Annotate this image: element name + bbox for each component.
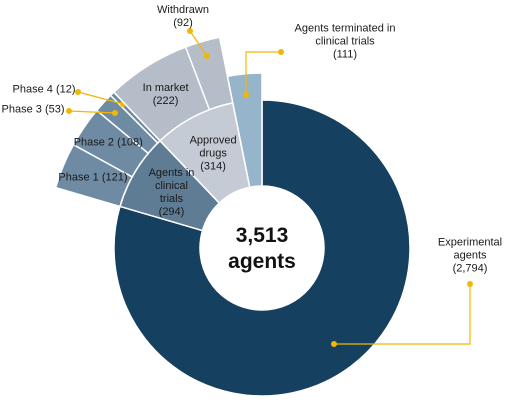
segment-label: Withdrawn (92)	[148, 4, 218, 30]
total-label: 3,513	[235, 224, 289, 247]
callout-dot	[467, 281, 473, 287]
segment-name: Agents terminated in clinical trials	[294, 22, 396, 48]
segment-name: Phase 2	[73, 136, 115, 149]
segment-label: Experimental agents (2,794)	[425, 237, 515, 276]
segment-value: (12)	[55, 83, 76, 96]
segment-label: Agents terminated in clinical trials (11…	[280, 23, 410, 62]
segment-name: Phase 1	[58, 171, 99, 184]
segment-value: (294)	[158, 205, 185, 218]
segment-name: Approved drugs	[189, 134, 237, 160]
segment-label: Agents in clinical trials (294)	[143, 167, 201, 219]
segment-name: Withdrawn	[157, 4, 209, 16]
segment-label: Phase 3 (53)	[2, 104, 65, 117]
callout-line	[245, 51, 281, 95]
segment-name: In market	[142, 81, 189, 94]
segment-label: Phase 4 (12)	[13, 84, 76, 97]
segment-value: (222)	[152, 94, 179, 107]
callout-line	[77, 91, 124, 105]
callout-line	[189, 30, 208, 57]
segment-value: (53)	[44, 103, 65, 116]
segment-value: (92)	[173, 17, 193, 29]
total-caption: agents	[228, 250, 296, 273]
segment	[226, 72, 263, 189]
callout-dot	[66, 108, 72, 114]
callout-dot	[187, 28, 193, 34]
segment-name: Phase 3	[1, 103, 42, 116]
callout-dot	[75, 89, 81, 95]
callout-line	[334, 284, 471, 345]
callout-dot	[331, 341, 337, 347]
segment-label: Approved drugs (314)	[182, 134, 244, 173]
segment-name: Phase 4	[12, 83, 53, 96]
callout-dot	[278, 49, 284, 55]
segment-value: (121)	[101, 171, 128, 184]
segment	[113, 99, 411, 397]
segment-name: Experimental agents	[437, 236, 503, 262]
segment-label: Phase 2 (108)	[74, 137, 143, 150]
callout-dot	[204, 53, 210, 59]
segment-name: Agents in clinical trials	[148, 166, 195, 205]
segment-value: (108)	[117, 136, 143, 149]
callout-dot	[243, 92, 249, 98]
segment-value: (111)	[332, 48, 358, 61]
segment-value: (314)	[200, 160, 226, 173]
segment-value: (2,794)	[452, 262, 488, 275]
callout-dot	[112, 110, 118, 116]
segment-label: In market (222)	[131, 82, 201, 108]
segment-label: Phase 1 (121)	[58, 171, 127, 184]
callout-line	[68, 110, 116, 114]
